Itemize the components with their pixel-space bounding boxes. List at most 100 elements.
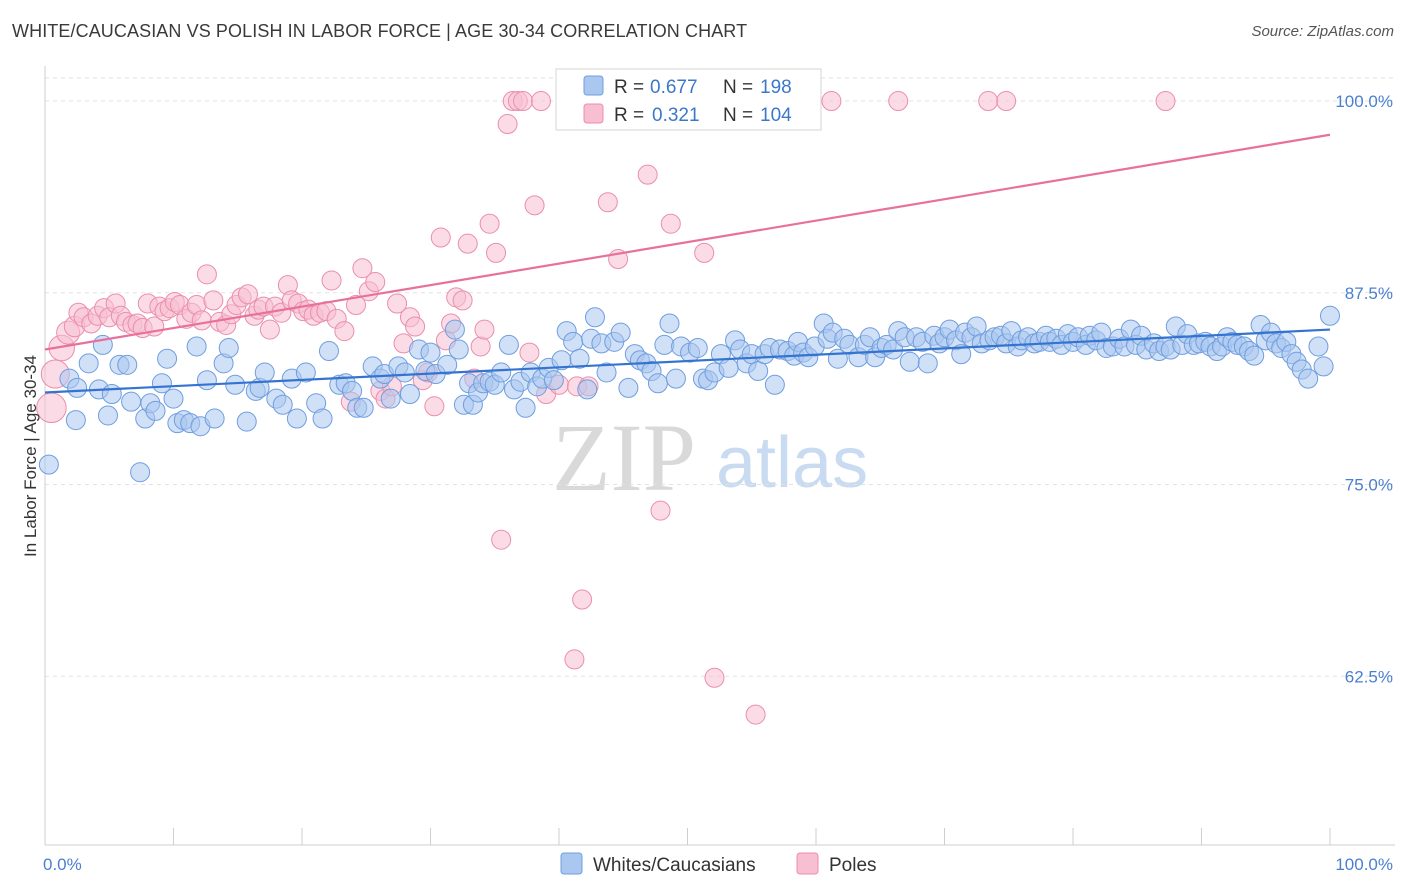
poles-point xyxy=(745,704,766,725)
poles-point xyxy=(996,91,1017,112)
y-tick-label: 100.0% xyxy=(1335,92,1393,111)
whites-point xyxy=(1320,305,1340,326)
legend-r-label-1: R = xyxy=(614,77,644,98)
poles-point xyxy=(513,91,534,112)
legend-stats: R = 0.677 N = 198 R = 0.321 N = 104 xyxy=(555,68,822,131)
poles-point xyxy=(650,500,671,521)
whites-point xyxy=(448,339,469,360)
whites-point xyxy=(318,341,339,362)
y-tick-label: 62.5% xyxy=(1345,667,1393,686)
whites-point xyxy=(204,408,225,429)
legend-whites-swatch xyxy=(560,852,583,875)
legend-r-label-2: R = xyxy=(614,105,644,126)
whites-point xyxy=(563,331,584,352)
whites-point xyxy=(647,373,668,394)
poles-point xyxy=(491,529,512,550)
whites-point xyxy=(444,319,465,340)
chart-title: WHITE/CAUCASIAN VS POLISH IN LABOR FORCE… xyxy=(12,21,748,41)
legend-n-label-2: N = xyxy=(723,105,753,126)
whites-point xyxy=(186,336,207,357)
legend-r-value-1: 0.677 xyxy=(650,77,698,98)
poles-point xyxy=(345,295,366,316)
legend-r-value-2: 0.321 xyxy=(652,105,700,126)
poles-point xyxy=(387,293,408,314)
whites-point xyxy=(254,362,275,383)
whites-point xyxy=(225,374,246,395)
whites-point xyxy=(437,354,458,375)
poles-point xyxy=(978,91,999,112)
poles-point xyxy=(457,233,478,254)
whites-point xyxy=(163,388,184,409)
whites-point xyxy=(491,362,512,383)
legend-series: Whites/Caucasians Poles xyxy=(560,852,877,876)
poles-point xyxy=(321,270,342,291)
whites-point xyxy=(899,351,920,372)
legend-n-value-1: 198 xyxy=(760,77,792,98)
whites-point xyxy=(101,384,122,405)
whites-point xyxy=(420,342,441,363)
poles-point xyxy=(474,319,495,340)
whites-point xyxy=(342,380,363,401)
whites-point xyxy=(145,400,166,421)
whites-point xyxy=(236,411,257,432)
whites-point xyxy=(584,307,605,328)
whites-point xyxy=(659,313,680,334)
legend-blue-swatch xyxy=(583,75,604,96)
whites-point xyxy=(610,322,631,343)
whites-point xyxy=(394,362,415,383)
whites-point xyxy=(218,337,239,358)
poles-point xyxy=(334,321,355,342)
whites-point xyxy=(748,360,769,381)
y-tick-label: 75.0% xyxy=(1345,476,1393,495)
poles-point xyxy=(196,264,217,285)
legend-n-label-1: N = xyxy=(723,77,753,98)
trend-lines xyxy=(44,133,1331,394)
poles-point xyxy=(470,336,491,357)
poles-point xyxy=(486,242,507,263)
whites-point xyxy=(117,354,138,375)
whites-point xyxy=(618,377,639,398)
whites-trend-line xyxy=(44,328,1331,394)
whites-point xyxy=(764,374,785,395)
poles-point xyxy=(572,589,593,610)
poles-point xyxy=(352,258,373,279)
legend-whites-label: Whites/Caucasians xyxy=(593,855,756,876)
legend-poles-label: Poles xyxy=(829,855,877,876)
whites-point xyxy=(596,362,617,383)
poles-point xyxy=(497,114,518,135)
whites-point xyxy=(687,337,708,358)
whites-point xyxy=(543,370,564,391)
poles-point xyxy=(405,316,426,337)
source-credit: Source: ZipAtlas.com xyxy=(1251,23,1394,40)
legend-n-value-2: 104 xyxy=(760,105,792,126)
whites-point xyxy=(65,410,86,431)
poles-point xyxy=(1155,91,1176,112)
whites-point xyxy=(399,384,420,405)
whites-point xyxy=(577,379,598,400)
whites-point xyxy=(272,394,293,415)
whites-point xyxy=(312,408,333,429)
whites-point xyxy=(1244,345,1265,366)
whites-point xyxy=(97,405,118,426)
tick-labels: 100.0% 87.5% 75.0% 62.5% 0.0% 100.0% xyxy=(43,92,1393,874)
whites-point xyxy=(130,462,151,483)
whites-point xyxy=(515,397,536,418)
whites-point xyxy=(1308,336,1329,357)
poles-point xyxy=(524,195,545,216)
whites-point xyxy=(1313,356,1334,377)
poles-point xyxy=(259,319,280,340)
whites-point xyxy=(380,388,401,409)
whites-point xyxy=(67,377,88,398)
whites-point xyxy=(38,454,59,475)
watermark-zip: ZIP xyxy=(552,404,696,511)
poles-point xyxy=(203,290,224,311)
poles-point xyxy=(238,284,259,305)
poles-trend-line xyxy=(44,133,1331,351)
poles-point xyxy=(694,242,715,263)
x-tick-label: 0.0% xyxy=(43,855,82,874)
legend-poles-swatch xyxy=(796,852,819,875)
poles-point xyxy=(531,91,552,112)
poles-point xyxy=(479,213,500,234)
whites-point xyxy=(498,334,519,355)
